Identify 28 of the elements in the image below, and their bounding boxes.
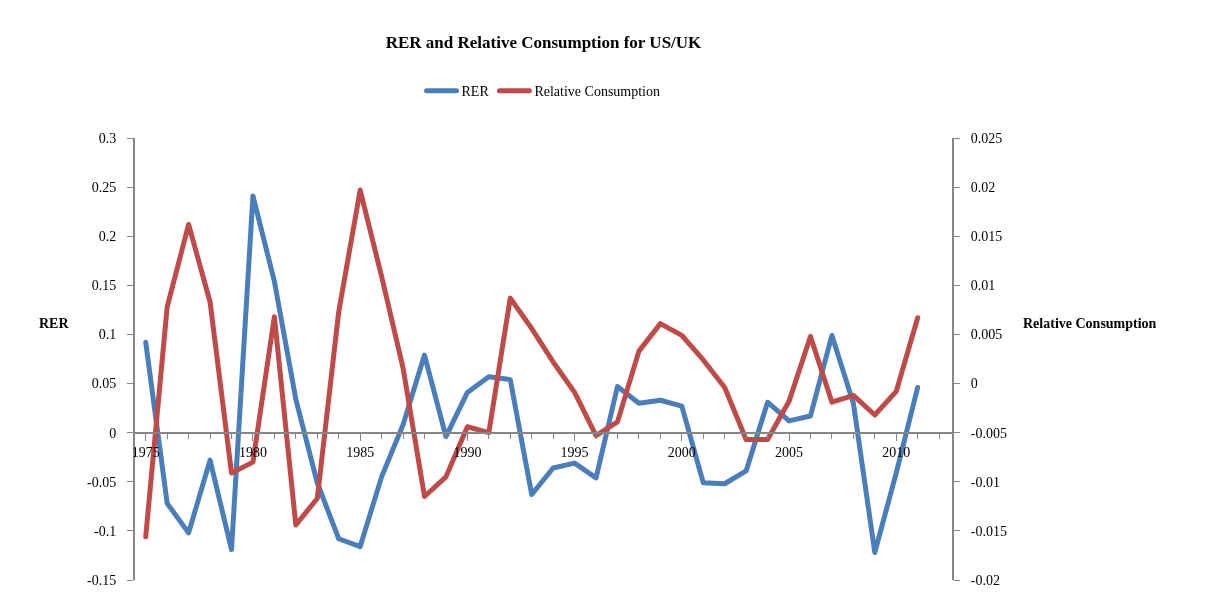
chart-title: RER and Relative Consumption for US/UK (385, 32, 703, 52)
y2-axis-title: Relative Consumption (1023, 316, 1157, 331)
x-tick-label: 1995 (560, 445, 589, 461)
y-tick-label: -0.1 (94, 523, 117, 539)
y2-tick-label: -0.01 (970, 474, 1000, 490)
y-tick-label: 0.25 (91, 180, 117, 196)
y-tick-label: 0.05 (91, 376, 117, 392)
y2-tick-label: -0.015 (970, 523, 1007, 539)
x-tick-label: 1985 (346, 445, 375, 461)
y-tick-label: 0 (109, 425, 117, 441)
y2-tick-label: 0 (970, 376, 978, 392)
y2-tick-label: 0.01 (970, 278, 996, 294)
y-tick-label: 0.3 (98, 130, 117, 146)
y-tick-label: 0.15 (91, 278, 117, 294)
legend-label: RER (461, 84, 490, 100)
y2-tick-label: -0.02 (970, 572, 1000, 588)
y-tick-label: -0.05 (87, 474, 117, 490)
y-tick-label: -0.15 (87, 572, 117, 588)
x-tick-label: 2005 (775, 445, 804, 461)
y2-tick-label: 0.015 (970, 229, 1003, 245)
y-axis-title: RER (39, 316, 70, 331)
y2-tick-label: 0.005 (970, 327, 1003, 343)
y-tick-label: 0.2 (98, 229, 117, 245)
legend-label: Relative Consumption (534, 84, 660, 100)
y2-tick-label: -0.005 (970, 425, 1007, 441)
y2-tick-label: 0.025 (970, 130, 1003, 146)
y-tick-label: 0.1 (98, 327, 117, 343)
y2-tick-label: 0.02 (970, 180, 996, 196)
